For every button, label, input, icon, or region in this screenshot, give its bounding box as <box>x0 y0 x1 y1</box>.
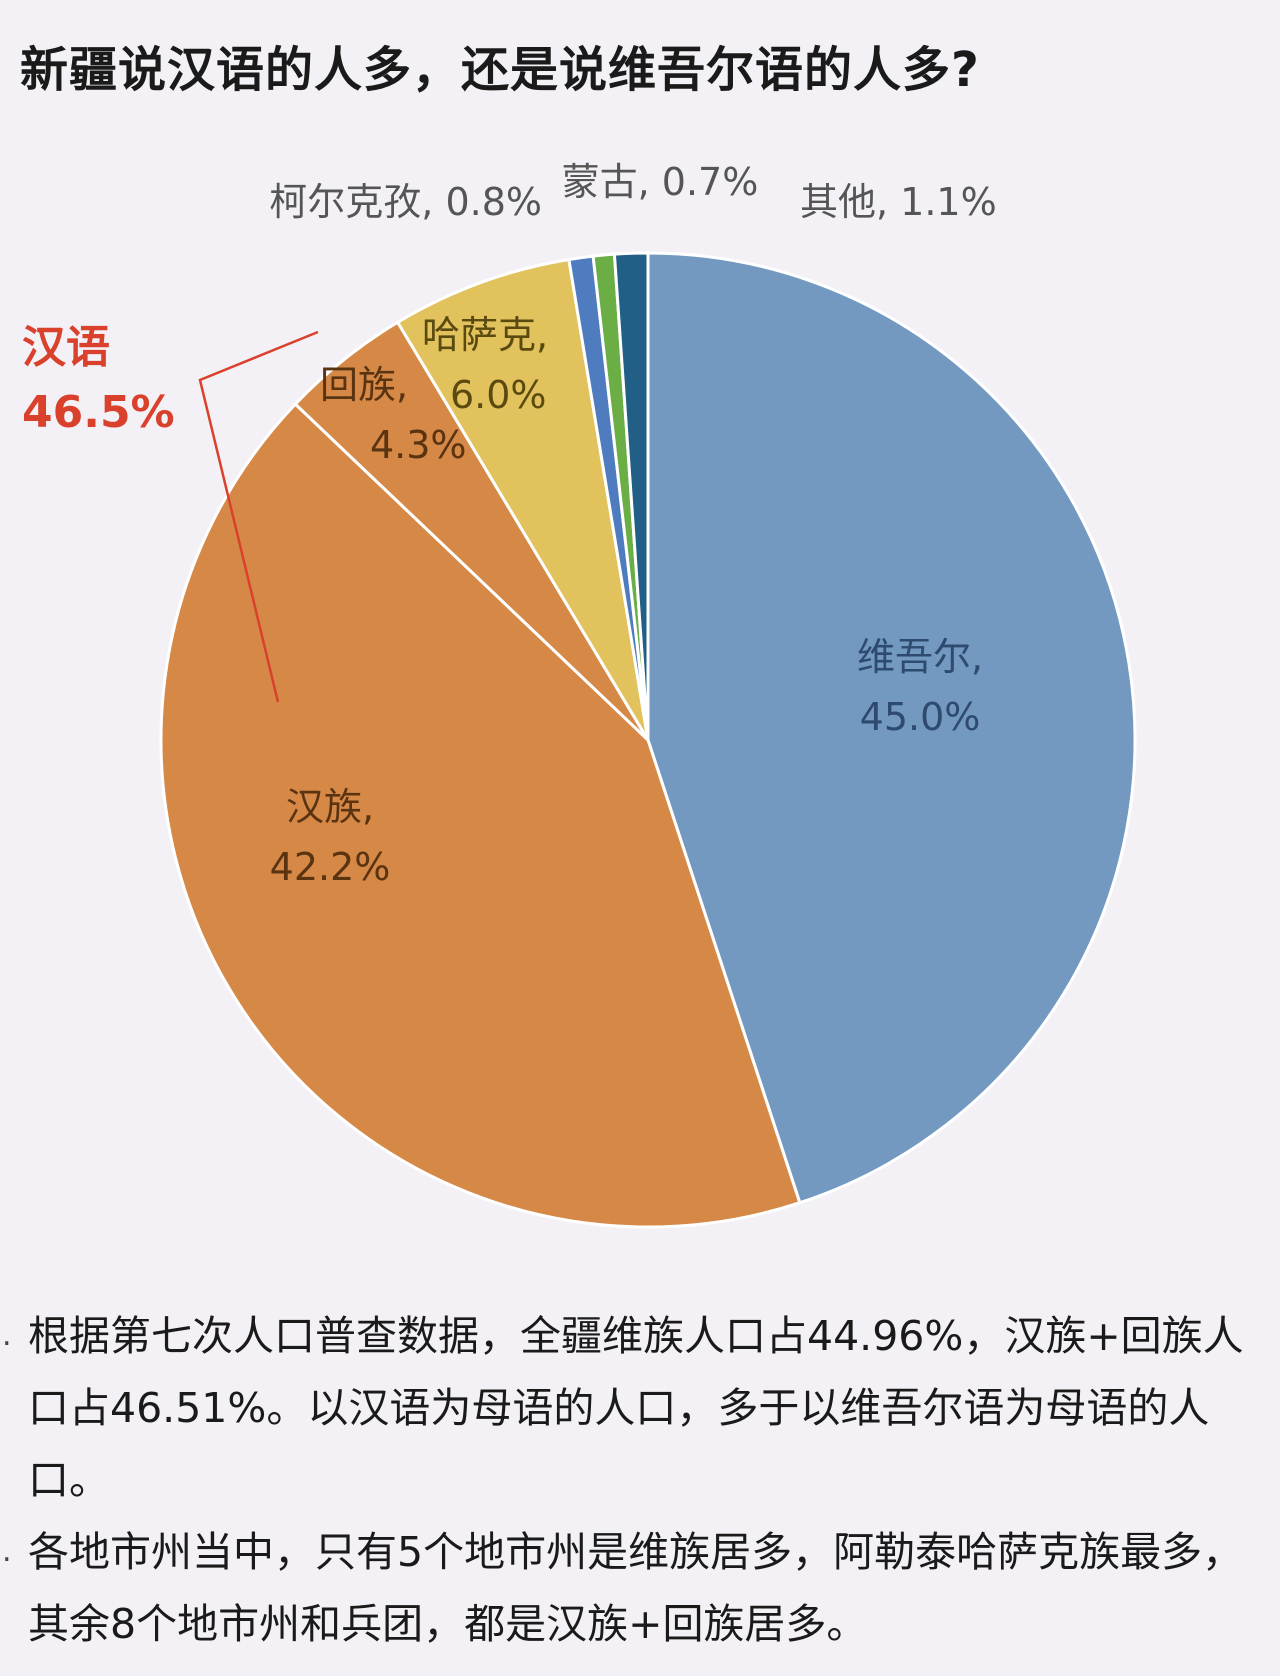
slice-value-label-4: 6.0% <box>450 373 547 417</box>
slice-value-label-3: 4.3% <box>370 423 467 467</box>
slice-value-label-2: 42.2% <box>270 845 391 889</box>
note-item-2: . 各地市州当中，只有5个地市州是维族居多，阿勒泰哈萨克族最多，其余8个地市州和… <box>0 1516 1270 1660</box>
callout-value: 46.5% <box>22 387 175 438</box>
pie-slice-2 <box>159 401 802 1229</box>
callout-bracket <box>198 330 319 703</box>
slice-label-1: 维吾尔, <box>857 635 983 679</box>
slice-label-2: 汉族, <box>286 785 374 829</box>
bullet-marker: . <box>2 1318 12 1353</box>
notes-section: . 根据第七次人口普查数据，全疆维族人口占44.96%，汉族+回族人口占46.5… <box>0 1300 1270 1660</box>
slice-label-3: 回族, <box>320 363 408 407</box>
slice-label-4: 哈萨克, <box>422 313 548 357</box>
pie-chart-svg: 维吾尔, 45.0% 汉族, 42.2% 回族, 4.3% 哈萨克, 6.0% 柯尔克孜, 0.… <box>22 160 1137 1229</box>
slice-label-6: 蒙古, 0.7% <box>562 160 759 204</box>
slice-value-label-1: 45.0% <box>860 695 981 739</box>
note-item-1: . 根据第七次人口普查数据，全疆维族人口占44.96%，汉族+回族人口占46.5… <box>0 1300 1270 1516</box>
slice-label-7: 其他, 1.1% <box>800 180 997 224</box>
note-text-2: 各地市州当中，只有5个地市州是维族居多，阿勒泰哈萨克族最多，其余8个地市州和兵团… <box>28 1528 1244 1648</box>
pie-chart: 维吾尔, 45.0% 汉族, 42.2% 回族, 4.3% 哈萨克, 6.0% 柯尔克孜, 0.… <box>0 130 1280 1290</box>
slice-label-5: 柯尔克孜, 0.8% <box>269 180 542 224</box>
pie-slice-7 <box>612 251 650 741</box>
callout-label: 汉语 <box>22 322 110 373</box>
pie-slice-4 <box>395 257 650 741</box>
bullet-marker: . <box>2 1534 12 1569</box>
note-text-1: 根据第七次人口普查数据，全疆维族人口占44.96%，汉族+回族人口占46.51%… <box>28 1312 1244 1504</box>
pie-slice-1 <box>646 251 1137 1205</box>
page-title: 新疆说汉语的人多，还是说维吾尔语的人多? <box>20 42 980 98</box>
